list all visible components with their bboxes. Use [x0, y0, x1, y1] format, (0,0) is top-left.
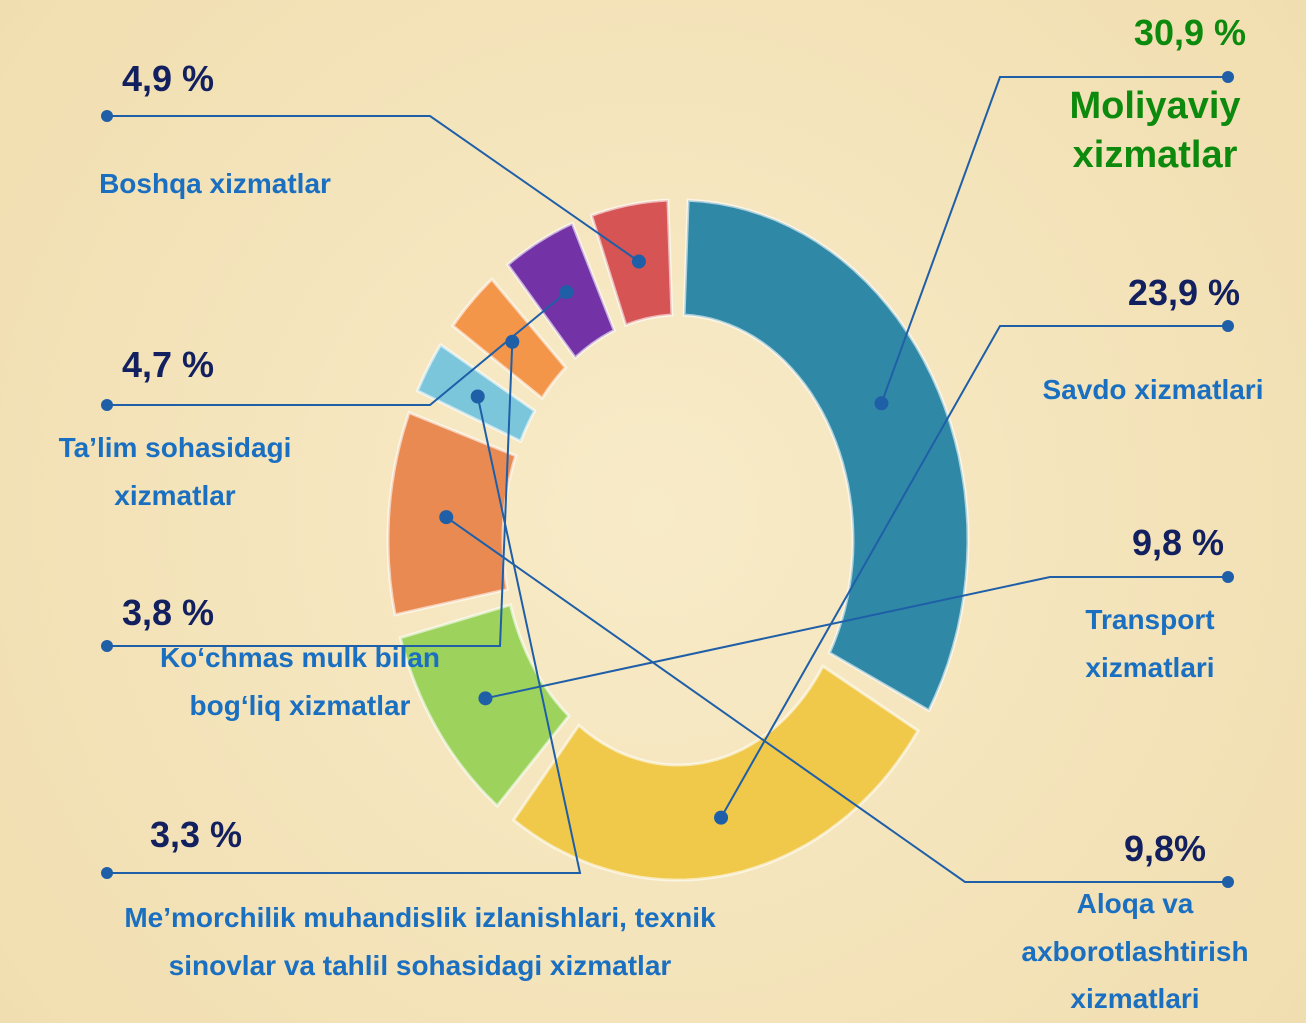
value-label: 9,8% [1123, 828, 1206, 869]
leader-line [107, 396, 582, 874]
leader-dot [101, 640, 113, 652]
category-label: Ta’lim sohasidagi xizmatlar [58, 432, 292, 511]
value-label: 4,7 % [122, 344, 215, 385]
leader-line [107, 341, 514, 647]
leader-line [485, 576, 1228, 700]
category-label: Me’morchilik muhandislik izlanishlari, t… [124, 902, 716, 981]
leader-dot [101, 110, 113, 122]
value-label: 30,9 % [1133, 12, 1246, 53]
category-label: Boshqa xizmatlar [99, 168, 331, 199]
leader-dot [559, 285, 574, 300]
value-label: 23,9 % [1127, 272, 1240, 313]
category-label: Aloqa va axborotlashtirish xizmatlari [1021, 888, 1249, 1015]
leader-dot [1222, 571, 1234, 583]
leader-line [445, 516, 1228, 883]
leader-dot [101, 399, 113, 411]
value-label: 3,3 % [150, 814, 243, 855]
leader-dot [478, 691, 493, 706]
leader-dot [505, 334, 520, 349]
leader-line [107, 291, 568, 406]
donut-segment [511, 664, 921, 882]
leader-dot [101, 867, 113, 879]
leader-dot [1222, 876, 1234, 888]
leader-dot [1222, 320, 1234, 332]
value-label: 9,8 % [1131, 522, 1224, 563]
leader-line [880, 76, 1228, 404]
leader-dot [439, 510, 454, 525]
leader-line [720, 325, 1228, 819]
category-label: Moliyaviy xizmatlar [1069, 85, 1241, 177]
leader-line [107, 115, 640, 263]
category-label: Savdo xizmatlari [1042, 374, 1264, 405]
leader-dot [470, 389, 485, 404]
donut-segment [682, 198, 970, 713]
value-label: 4,9 % [122, 58, 215, 99]
leader-dot [714, 810, 729, 825]
leader-dot [631, 254, 646, 269]
donut-segment [589, 198, 674, 328]
category-label: Ko‘chmas mulk bilan bog‘liq xizmatlar [159, 642, 441, 721]
leader-dot [874, 396, 889, 411]
value-label: 3,8 % [122, 592, 215, 633]
category-label: Transport xizmatlari [1085, 604, 1215, 683]
leader-dot [1222, 71, 1234, 83]
